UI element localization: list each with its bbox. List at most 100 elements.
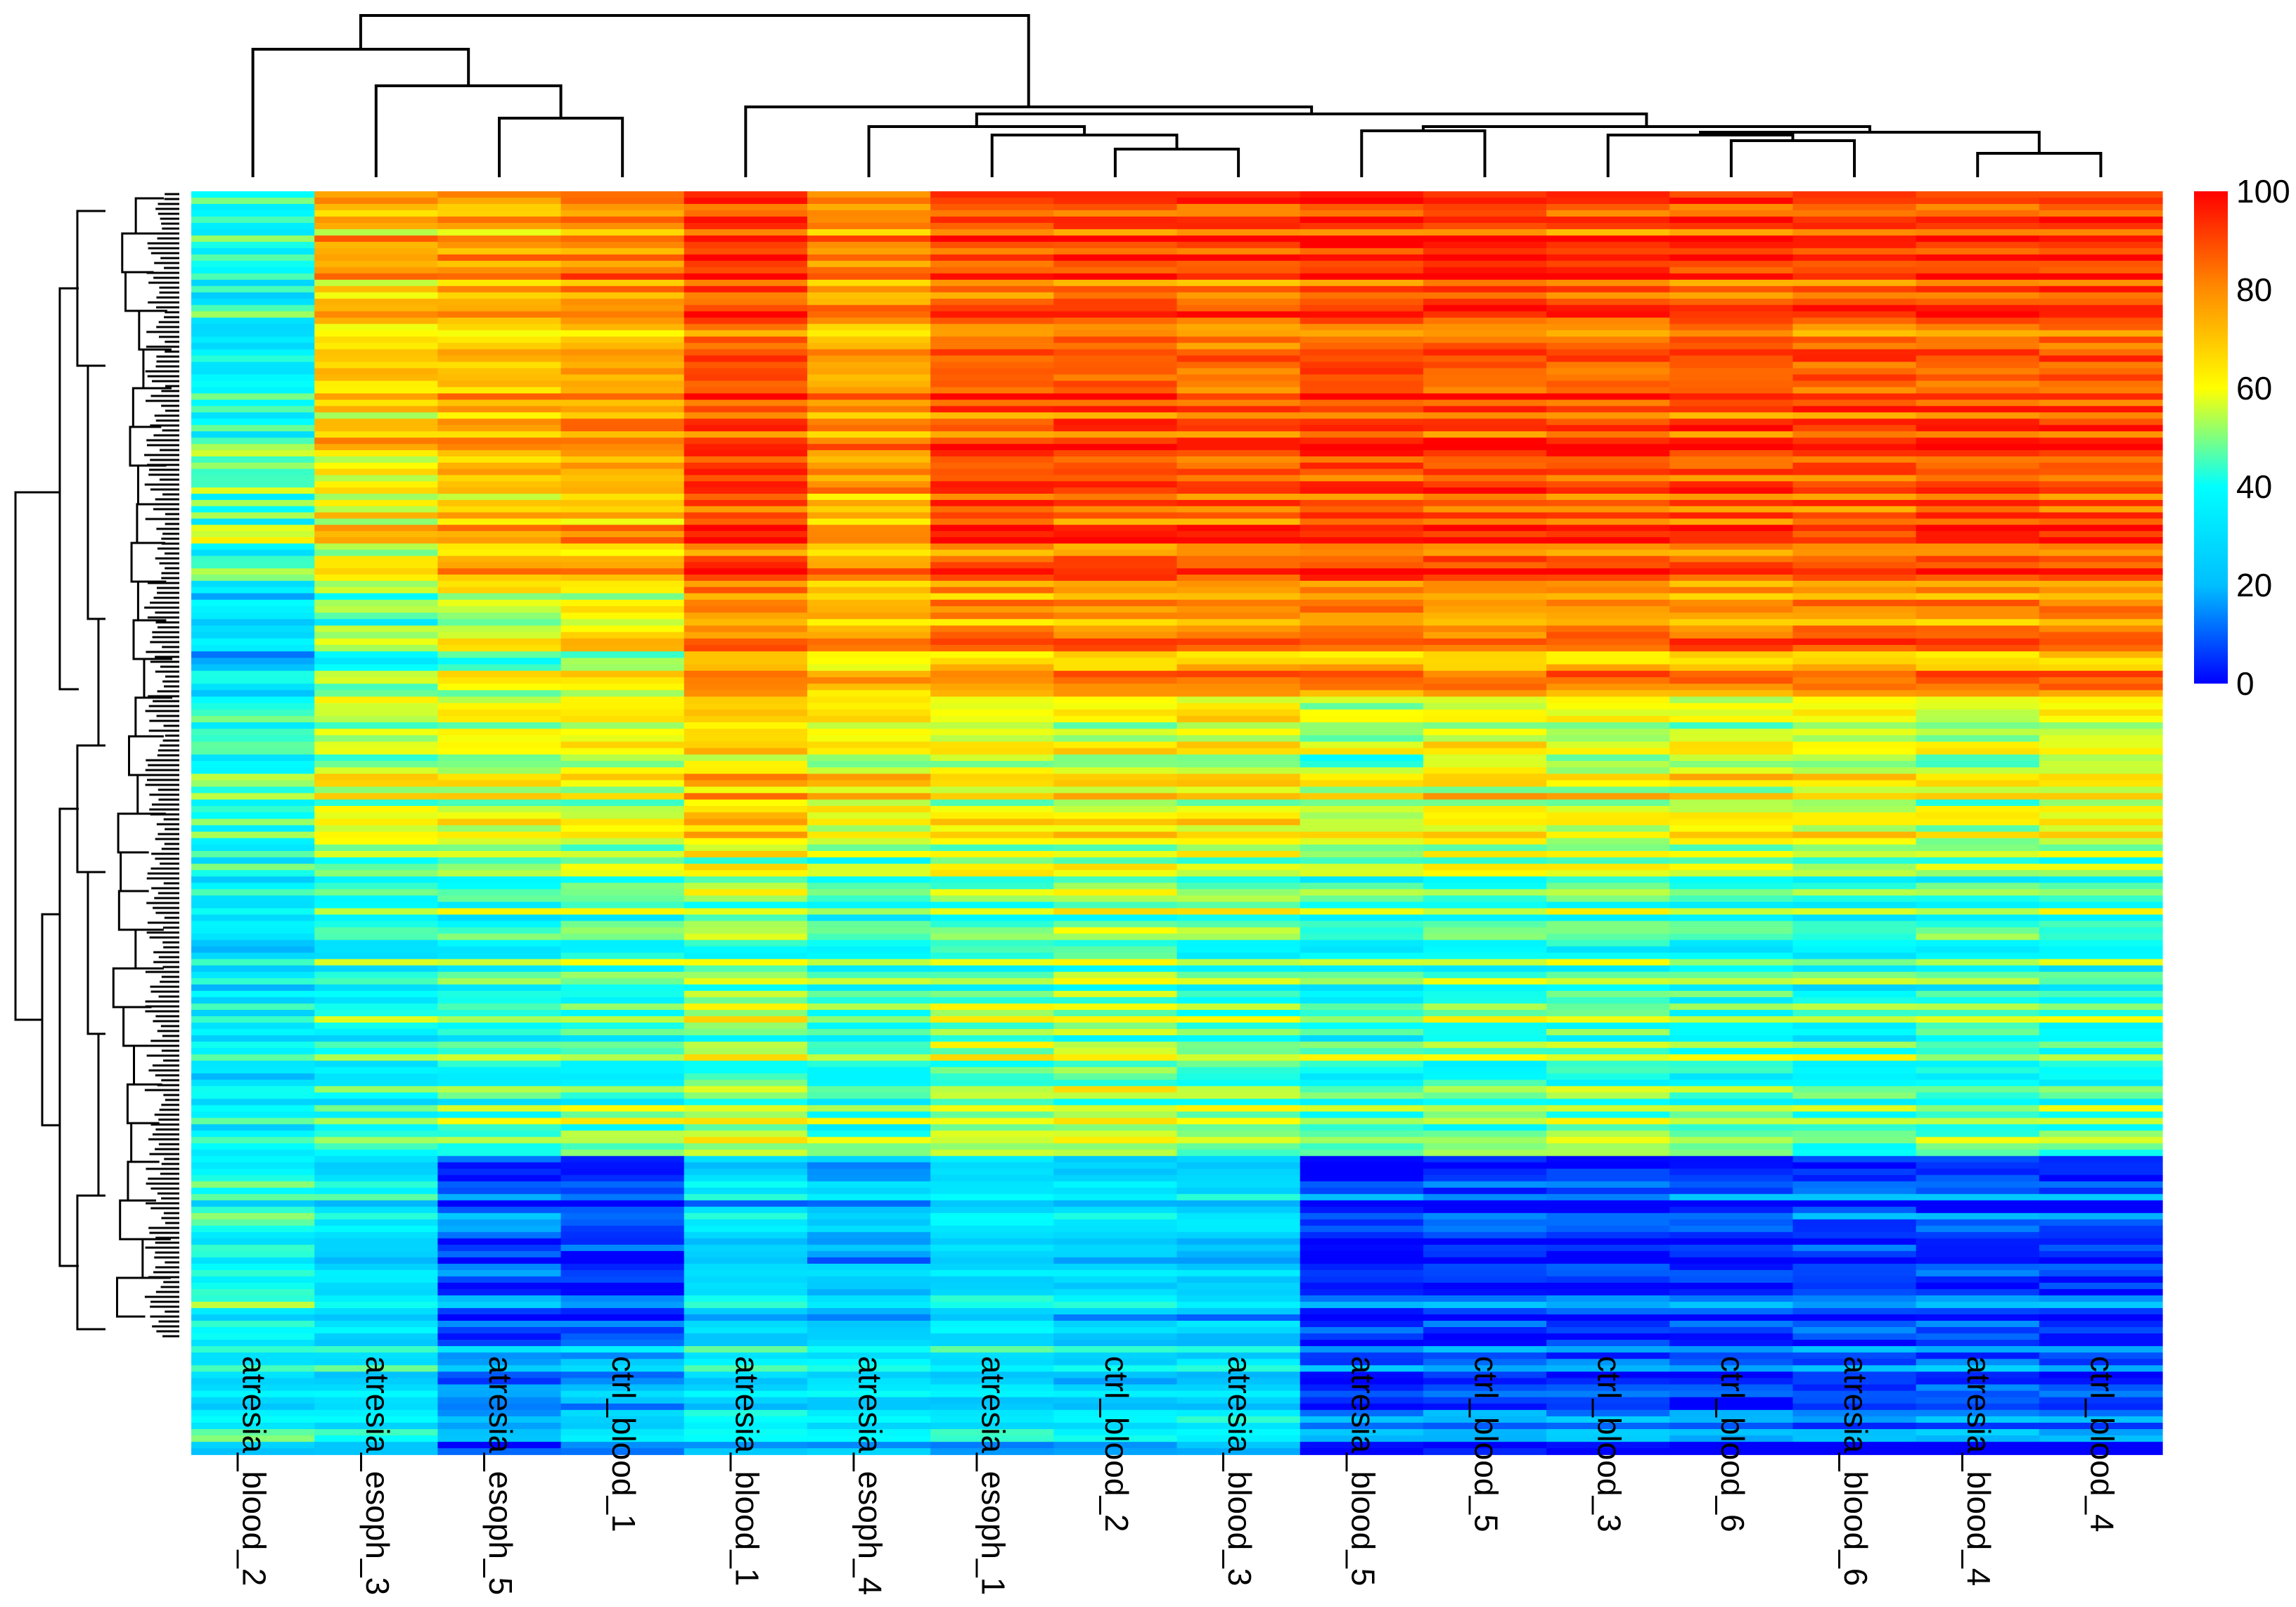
heatmap-cell — [1916, 1206, 2040, 1214]
heatmap-cell — [314, 1143, 438, 1151]
heatmap-cell — [1423, 619, 1547, 627]
heatmap-cell — [314, 799, 438, 807]
heatmap-cell — [2039, 1035, 2163, 1042]
heatmap-cell — [191, 222, 315, 230]
heatmap-cell — [437, 1067, 562, 1074]
heatmap-cell — [684, 1409, 808, 1417]
heatmap-cell — [1792, 1003, 1917, 1011]
heatmap-cell — [1423, 1340, 1547, 1347]
heatmap-cell — [1300, 468, 1424, 476]
heatmap-cell — [437, 1263, 562, 1271]
heatmap-cell — [314, 374, 438, 382]
heatmap-cell — [1669, 664, 1794, 672]
heatmap-cell — [191, 235, 315, 243]
heatmap-cell — [1546, 286, 1670, 293]
heatmap-cell — [1916, 298, 2040, 306]
heatmap-cell — [1546, 1219, 1670, 1227]
heatmap-cell — [560, 1257, 685, 1265]
heatmap-cell — [1053, 933, 1178, 941]
heatmap-cell — [807, 311, 931, 319]
heatmap-cell — [314, 305, 438, 312]
heatmap-cell — [1176, 355, 1301, 363]
heatmap-cell — [684, 857, 808, 864]
heatmap-cell — [1053, 393, 1178, 400]
heatmap-cell — [1546, 799, 1670, 807]
heatmap-cell — [437, 1435, 562, 1442]
heatmap-cell — [930, 1435, 1054, 1442]
heatmap-cell — [684, 729, 808, 736]
heatmap-cell — [2039, 387, 2163, 395]
heatmap-cell — [1423, 1174, 1547, 1182]
heatmap-cell — [191, 921, 315, 928]
heatmap-cell — [1669, 1301, 1794, 1309]
heatmap-cell — [437, 1295, 562, 1302]
heatmap-cell — [1546, 670, 1670, 678]
heatmap-cell — [1792, 444, 1917, 451]
heatmap-cell — [684, 1155, 808, 1163]
heatmap-cell — [560, 273, 685, 281]
heatmap-cell — [1053, 1435, 1178, 1442]
heatmap-cell — [1300, 248, 1424, 255]
heatmap-cell — [2039, 677, 2163, 684]
heatmap-cell — [1792, 197, 1917, 205]
heatmap-cell — [807, 260, 931, 268]
heatmap-cell — [314, 1067, 438, 1074]
heatmap-cell — [807, 1333, 931, 1340]
heatmap-cell — [2039, 632, 2163, 639]
heatmap-cell — [437, 889, 562, 896]
heatmap-cell — [2039, 444, 2163, 451]
heatmap-cell — [1423, 1282, 1547, 1290]
dendrogram-link — [1360, 129, 1487, 177]
heatmap-cell — [807, 1326, 931, 1334]
heatmap-cell — [1053, 336, 1178, 344]
heatmap-cell — [1053, 741, 1178, 749]
heatmap-cell — [1916, 819, 2040, 826]
heatmap-cell — [560, 1307, 685, 1315]
heatmap-cell — [1423, 921, 1547, 928]
heatmap-cell — [684, 670, 808, 678]
heatmap-cell — [437, 1390, 562, 1398]
heatmap-cell — [1423, 241, 1547, 249]
heatmap-cell — [1792, 1174, 1917, 1182]
heatmap-cell — [1916, 387, 2040, 395]
heatmap-cell — [2039, 1409, 2163, 1417]
heatmap-cell — [930, 412, 1054, 419]
heatmap-cell — [684, 1378, 808, 1385]
heatmap-cell — [1053, 1035, 1178, 1042]
heatmap-cell — [560, 754, 685, 762]
heatmap-cell — [1176, 1130, 1301, 1138]
heatmap-cell — [1792, 914, 1917, 922]
heatmap-cell — [1300, 1416, 1424, 1423]
heatmap-cell — [1546, 1080, 1670, 1087]
heatmap-cell — [1423, 1111, 1547, 1119]
heatmap-cell — [2039, 946, 2163, 954]
heatmap-cell — [191, 1149, 315, 1157]
heatmap-cell — [1300, 1244, 1424, 1252]
heatmap-cell — [314, 709, 438, 717]
heatmap-cell — [807, 468, 931, 476]
heatmap-cell — [191, 1307, 315, 1315]
heatmap-cell — [1423, 1390, 1547, 1398]
heatmap-cell — [1300, 1130, 1424, 1138]
heatmap-cell — [1546, 780, 1670, 788]
heatmap-cell — [1176, 632, 1301, 639]
heatmap-cell — [560, 462, 685, 470]
heatmap-cell — [1792, 819, 1917, 826]
heatmap-cell — [560, 1054, 685, 1061]
heatmap-cell — [1916, 456, 2040, 463]
heatmap-cell — [1053, 273, 1178, 281]
heatmap-cell — [1546, 374, 1670, 382]
row-dendrogram-link — [86, 871, 105, 1035]
heatmap-cell — [1300, 292, 1424, 300]
heatmap-cell — [314, 1029, 438, 1036]
heatmap-cell — [1669, 908, 1794, 916]
heatmap-cell — [1669, 506, 1794, 513]
heatmap-cell — [1053, 606, 1178, 613]
heatmap-cell — [1300, 342, 1424, 350]
heatmap-cell — [1546, 735, 1670, 743]
heatmap-cell — [191, 632, 315, 639]
heatmap-cell — [1300, 494, 1424, 501]
heatmap-cell — [807, 273, 931, 281]
heatmap-cell — [1176, 1314, 1301, 1321]
heatmap-cell — [684, 494, 808, 501]
